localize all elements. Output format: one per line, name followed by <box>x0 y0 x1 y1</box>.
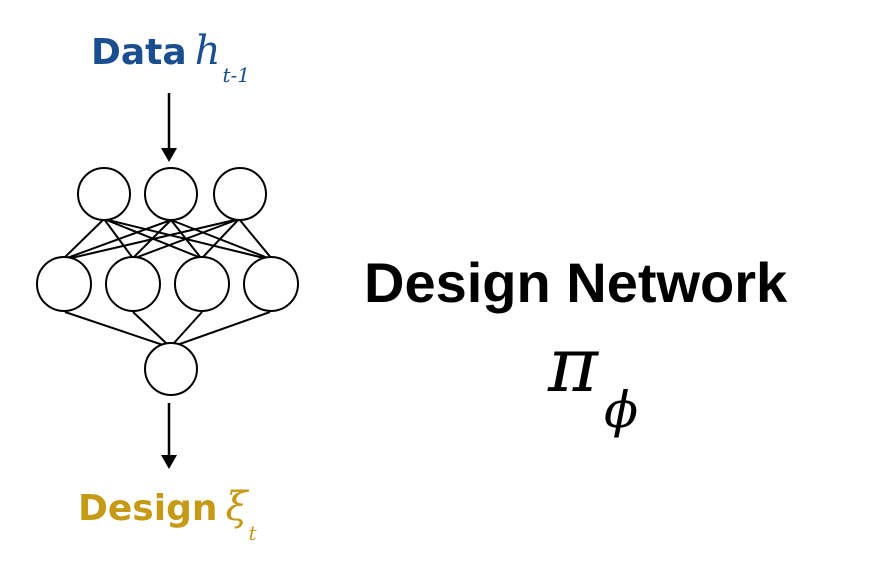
node-layer1-1 <box>77 167 131 221</box>
output-label: Design ξt <box>78 484 257 545</box>
input-arrowhead <box>161 148 177 162</box>
output-word: Design <box>78 488 218 529</box>
policy-subscript: ϕ <box>603 381 639 439</box>
node-layer2-4 <box>243 256 299 312</box>
connections-layer1-layer2 <box>62 218 273 260</box>
input-label: Data ht-1 <box>91 28 250 87</box>
input-subscript: t-1 <box>222 63 250 87</box>
node-layer2-1 <box>36 256 92 312</box>
output-arrowhead <box>161 455 177 469</box>
output-symbol: ξ <box>225 484 248 530</box>
node-layer2-2 <box>105 256 161 312</box>
node-layer1-2 <box>144 167 198 221</box>
input-symbol: h <box>194 28 221 74</box>
node-output <box>144 342 198 396</box>
node-layer1-3 <box>213 167 267 221</box>
network-title: Design Network <box>364 251 788 314</box>
input-word: Data <box>91 32 187 73</box>
network-policy-symbol: πϕ <box>548 320 638 439</box>
node-layer2-3 <box>174 256 230 312</box>
output-subscript: t <box>248 521 257 545</box>
policy-symbol: π <box>548 320 598 409</box>
connections-layer2-output <box>64 311 271 346</box>
